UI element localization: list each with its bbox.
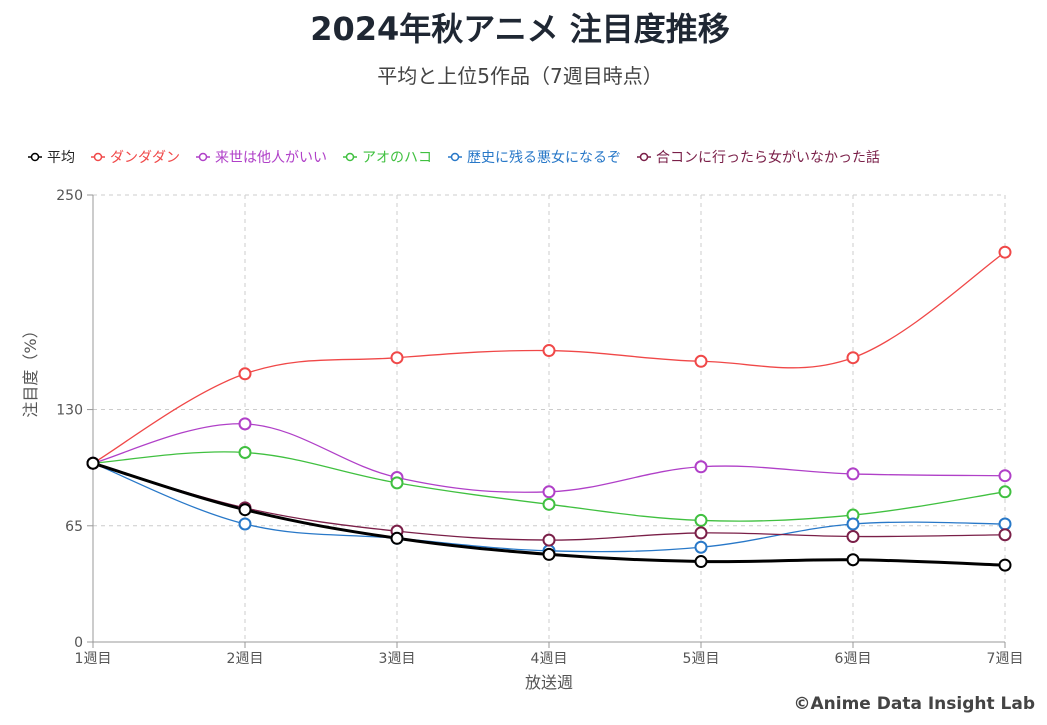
legend-item[interactable]: 平均 (28, 150, 75, 166)
data-point[interactable] (694, 555, 708, 569)
x-tick-label: 6週目 (835, 651, 872, 667)
data-point[interactable] (694, 354, 708, 368)
grid (93, 194, 1006, 642)
legend-swatch-marker (345, 152, 355, 162)
legend-label: 歴史に残る悪女になるぞ (467, 149, 621, 166)
y-tick-label: 250 (56, 188, 83, 204)
data-point[interactable] (238, 367, 252, 381)
data-point[interactable] (694, 460, 708, 474)
legend-label: ダンダダン (110, 150, 180, 166)
data-point[interactable] (238, 445, 252, 459)
legend-swatch-marker (639, 152, 649, 162)
data-point[interactable] (542, 485, 556, 499)
legend-swatch-marker (93, 152, 103, 162)
data-point[interactable] (998, 558, 1012, 572)
data-point[interactable] (846, 467, 860, 481)
data-point[interactable] (86, 456, 100, 470)
legend-item[interactable]: アオのハコ (343, 150, 432, 166)
x-axis-title: 放送週 (525, 673, 573, 692)
series-line (92, 423, 1006, 493)
data-point[interactable] (390, 351, 404, 365)
data-point[interactable] (390, 476, 404, 490)
x-tick-label: 3週目 (379, 651, 416, 667)
legend-label: 合コンに行ったら女がいなかった話 (656, 149, 880, 166)
legend-item[interactable]: 合コンに行ったら女がいなかった話 (637, 149, 880, 166)
y-tick-label: 0 (74, 635, 83, 651)
legend-swatch-marker (30, 152, 40, 162)
chart-subtitle: 平均と上位5作品（7週目時点） (377, 64, 663, 88)
legend-item[interactable]: 歴史に残る悪女になるぞ (448, 149, 621, 166)
data-point[interactable] (998, 517, 1012, 531)
legend[interactable]: 平均 ダンダダン 来世は他人がいい アオのハコ 歴史に残る悪女になるぞ 合コンに行ったら女… (28, 149, 880, 166)
data-point[interactable] (998, 245, 1012, 259)
data-point[interactable] (542, 497, 556, 511)
data-point[interactable] (694, 513, 708, 527)
chart-title: 2024年秋アニメ 注目度推移 (310, 10, 730, 48)
series-points (86, 245, 1012, 572)
data-point[interactable] (846, 351, 860, 365)
data-point[interactable] (998, 528, 1012, 542)
data-point[interactable] (542, 533, 556, 547)
data-point[interactable] (542, 547, 556, 561)
data-point[interactable] (694, 526, 708, 540)
x-tick-label: 2週目 (227, 651, 264, 667)
data-point[interactable] (694, 540, 708, 554)
copyright-text: ©Anime Data Insight Lab (793, 694, 1035, 714)
data-point[interactable] (846, 553, 860, 567)
x-tick-label: 5週目 (683, 651, 720, 667)
data-point[interactable] (998, 469, 1012, 483)
legend-item[interactable]: 来世は他人がいい (196, 150, 327, 166)
x-tick-label: 4週目 (531, 651, 568, 667)
data-point[interactable] (542, 344, 556, 358)
y-tick-label: 130 (56, 403, 83, 419)
data-point[interactable] (390, 531, 404, 545)
data-point[interactable] (238, 517, 252, 531)
legend-label: アオのハコ (362, 150, 432, 166)
data-point[interactable] (238, 503, 252, 517)
data-point[interactable] (238, 417, 252, 431)
y-tick-label: 65 (65, 519, 83, 535)
x-tick-label: 7週目 (987, 651, 1024, 667)
legend-label: 来世は他人がいい (215, 150, 327, 166)
data-point[interactable] (998, 485, 1012, 499)
tick-labels: 1週目 2週目 3週目 4週目 5週目 6週目 7週目 0 65 130 250 (56, 188, 1023, 667)
data-point[interactable] (846, 517, 860, 531)
legend-item[interactable]: ダンダダン (91, 150, 180, 166)
legend-swatch-marker (450, 152, 460, 162)
y-axis-title: 注目度（%） (21, 322, 40, 417)
x-tick-label: 1週目 (75, 651, 112, 667)
legend-swatch-marker (198, 152, 208, 162)
legend-label: 平均 (47, 150, 75, 166)
data-point[interactable] (846, 530, 860, 544)
